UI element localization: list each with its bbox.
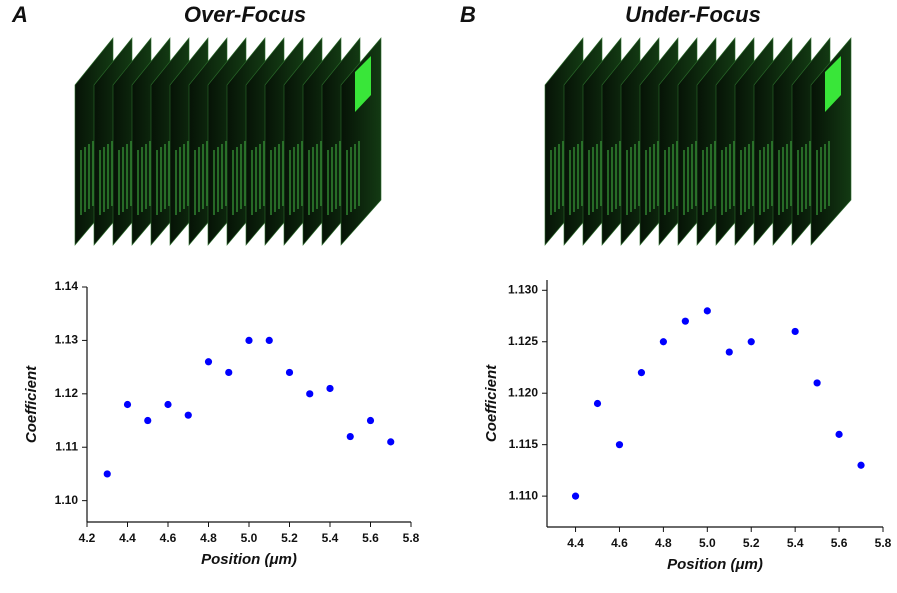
data-point: [366, 416, 375, 425]
x-tick-label: 4.6: [160, 531, 177, 545]
data-point: [265, 336, 273, 345]
bright-patch: [355, 56, 371, 112]
data-point: [857, 461, 865, 469]
data-point: [615, 441, 624, 449]
y-tick-label: 1.12: [55, 386, 79, 400]
x-tick-label: 4.4: [119, 531, 136, 545]
x-tick-label: 5.8: [875, 536, 892, 550]
bright-patch: [825, 56, 841, 112]
data-point: [659, 338, 667, 346]
data-point: [144, 416, 152, 425]
data-point: [387, 438, 395, 446]
data-point: [184, 411, 192, 419]
data-point: [813, 379, 821, 387]
image-stack: [544, 37, 852, 246]
y-tick-label: 1.130: [508, 282, 538, 296]
data-point: [703, 307, 711, 315]
x-tick-label: 5.6: [362, 531, 379, 545]
data-point: [791, 327, 799, 336]
data-point: [725, 348, 733, 356]
x-tick-label: 5.2: [281, 531, 298, 545]
y-axis-label: Coefficient: [23, 365, 40, 443]
x-tick-label: 4.8: [655, 536, 672, 550]
x-tick-label: 4.6: [611, 536, 628, 550]
x-tick-label: 5.4: [787, 536, 804, 550]
y-tick-label: 1.10: [55, 493, 79, 507]
data-point: [346, 432, 354, 441]
y-tick-label: 1.11: [55, 439, 78, 453]
x-tick-label: 5.2: [743, 536, 760, 550]
y-tick-label: 1.110: [509, 488, 539, 502]
data-point: [285, 368, 294, 377]
data-point: [204, 358, 213, 366]
data-point: [245, 336, 253, 345]
y-tick-label: 1.14: [55, 279, 79, 293]
data-point: [123, 400, 132, 409]
y-tick-label: 1.115: [509, 437, 539, 451]
x-tick-label: 4.2: [79, 531, 96, 545]
y-tick-label: 1.120: [508, 385, 538, 399]
data-point: [164, 400, 172, 409]
x-tick-label: 5.4: [322, 531, 339, 545]
panel-label: B: [460, 2, 476, 27]
x-axis-label: Position (μm): [201, 551, 297, 568]
x-axis-label: Position (μm): [667, 556, 763, 573]
data-point: [747, 338, 755, 346]
data-point: [681, 317, 689, 325]
data-point: [225, 368, 233, 377]
y-axis-label: Coefficient: [483, 364, 500, 442]
chart-title: Over-Focus: [184, 2, 306, 27]
x-tick-label: 4.4: [567, 536, 584, 550]
y-tick-label: 1.13: [55, 333, 79, 347]
image-stack: [74, 37, 382, 246]
chart-title: Under-Focus: [625, 2, 761, 27]
data-point: [637, 369, 646, 377]
data-point: [571, 492, 580, 500]
panel-label: A: [11, 2, 28, 27]
x-tick-label: 5.8: [403, 531, 420, 545]
data-point: [103, 470, 111, 478]
data-point: [326, 384, 334, 393]
data-point: [835, 430, 843, 438]
x-tick-label: 5.0: [699, 536, 716, 550]
x-tick-label: 5.0: [241, 531, 258, 545]
x-tick-label: 4.8: [200, 531, 217, 545]
x-tick-label: 5.6: [831, 536, 848, 550]
data-point: [306, 390, 314, 398]
data-point: [593, 399, 602, 408]
y-tick-label: 1.125: [508, 334, 538, 348]
